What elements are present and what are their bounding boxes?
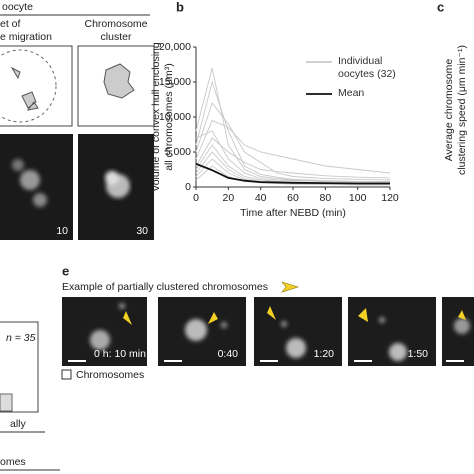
x-tick-label: 20 [222, 192, 234, 204]
y-axis-label: clustering speed (μm min⁻¹) [456, 45, 468, 175]
mean-line [195, 163, 390, 185]
y-axis-label: Volume of convex hull enclosing [150, 42, 162, 192]
panel-label: e [62, 263, 69, 278]
series-line [195, 144, 390, 184]
legend-label: Individual oocytes (32) [338, 55, 396, 80]
schematic-chromosomes [10, 66, 39, 111]
timestamp: 0 h: 10 min [94, 348, 146, 360]
caption: Example of partially clustered chromosom… [62, 281, 268, 293]
x-axis-label: Time after NEBD (min) [240, 207, 346, 219]
label-fragment: omes [0, 456, 26, 468]
timestamp: 0:40 [218, 348, 239, 360]
x-tick-label: 0 [193, 192, 199, 204]
timestamp: 1:50 [408, 348, 429, 360]
bar-fragment [0, 393, 13, 412]
x-tick-label: 40 [255, 192, 267, 204]
x-tick-label: 60 [287, 192, 299, 204]
series-line [195, 130, 391, 184]
arrowhead-icon [281, 281, 300, 293]
label-fragment: ally [10, 418, 27, 430]
timestamp: 1:20 [314, 348, 335, 360]
col-title: Chromosome [84, 18, 147, 30]
schematic-cluster [103, 63, 135, 99]
panel-label: b [176, 0, 184, 14]
legend-label: Mean [338, 87, 365, 99]
micrograph-row [62, 297, 474, 366]
col-title: et of [0, 18, 21, 30]
y-axis-label: Average chromosome [443, 59, 455, 162]
series-line [195, 80, 390, 182]
y-tick-label: 5,000 [165, 146, 191, 158]
schematic-box [77, 45, 155, 127]
timestamp: 10 [56, 225, 68, 237]
y-tick-label: 0 [185, 181, 191, 193]
panel-label: c [437, 0, 444, 14]
series-line [195, 137, 391, 179]
col-title: e migration [0, 31, 52, 43]
y-tick-label: 20,000 [159, 41, 191, 53]
panel-header: oocyte [2, 1, 33, 13]
y-axis-label: all chromosomes (μm³) [163, 63, 175, 171]
schematic-cell [0, 49, 57, 123]
y-tick-label: 15,000 [159, 76, 191, 88]
x-tick-label: 100 [349, 192, 367, 204]
legend-swatch [61, 369, 72, 380]
series-line [195, 102, 391, 181]
y-tick-label: 10,000 [159, 111, 191, 123]
x-tick-label: 120 [381, 192, 399, 204]
schematic-box [0, 45, 73, 127]
series-line [195, 67, 390, 183]
sample-size: n = 35 [6, 332, 36, 344]
line-chart: 0 5,000 10,000 15,000 20,000 0 20 40 60 80 100 120 T… [150, 41, 399, 219]
col-title: cluster [101, 31, 132, 43]
plot-frame [0, 321, 39, 413]
series-line [195, 119, 391, 174]
x-tick-label: 80 [319, 192, 331, 204]
legend-label: Chromosomes [76, 369, 144, 381]
y-axis-label-group: Volume of convex hull enclosing all chrom… [150, 42, 175, 192]
timestamp: 30 [136, 225, 148, 237]
